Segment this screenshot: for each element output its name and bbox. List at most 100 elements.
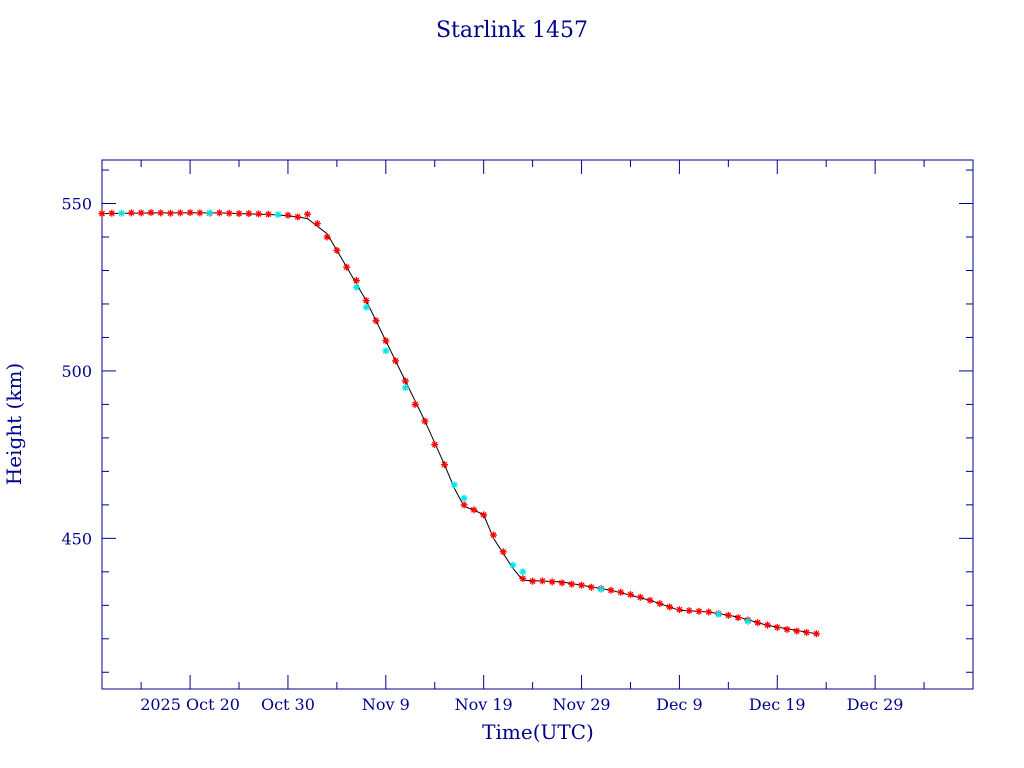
data-point (489, 531, 497, 539)
data-point (646, 596, 654, 604)
data-point (352, 283, 360, 291)
data-point (558, 579, 566, 587)
x-tick-label: Nov 9 (362, 695, 410, 714)
data-point (382, 347, 390, 355)
data-point (460, 494, 468, 502)
data-point (568, 580, 576, 588)
data-point (538, 577, 546, 585)
data-point (118, 209, 126, 217)
data-point (137, 209, 145, 217)
data-point (225, 209, 233, 217)
data-point (587, 583, 595, 591)
x-tick-labels: 2025 Oct 20 Oct 30 Nov 9 Nov 19 Nov 29 Dec 9 D… (140, 695, 903, 714)
data-point (529, 577, 537, 585)
data-point (763, 621, 771, 629)
data-point (372, 317, 380, 325)
data-point (127, 209, 135, 217)
x-tick-label: 2025 Oct 20 (140, 695, 240, 714)
data-point (206, 209, 214, 217)
data-point (333, 246, 341, 254)
data-point (362, 297, 370, 305)
data-point (724, 611, 732, 619)
data-point (685, 607, 693, 615)
x-tick-label: Nov 19 (455, 695, 513, 714)
data-point (392, 357, 400, 365)
x-tick-label: Dec 19 (749, 695, 806, 714)
data-point (352, 277, 360, 285)
x-tick-label: Oct 30 (261, 695, 315, 714)
data-point (431, 441, 439, 449)
data-point (695, 607, 703, 615)
data-point (773, 623, 781, 631)
data-point (264, 210, 272, 218)
plot-frame (101, 159, 974, 690)
data-point (98, 210, 106, 218)
data-point (147, 209, 155, 217)
y-tick-label: 550 (61, 195, 92, 214)
data-points (98, 209, 820, 638)
data-point (215, 209, 223, 217)
data-point (617, 588, 625, 596)
data-point (441, 461, 449, 469)
data-point (519, 575, 527, 583)
data-point (734, 614, 742, 622)
data-point (401, 377, 409, 385)
y-tick-labels: 550 500 450 (61, 195, 92, 549)
data-point (636, 593, 644, 601)
data-point (499, 548, 507, 556)
trajectory-line (101, 212, 817, 635)
data-point (157, 209, 165, 217)
data-point (362, 303, 370, 311)
y-tick-label: 450 (61, 529, 92, 548)
data-point (803, 628, 811, 636)
data-point (313, 220, 321, 228)
data-point (607, 586, 615, 594)
data-point (675, 606, 683, 614)
x-tick-label: Nov 29 (552, 695, 610, 714)
data-point (480, 511, 488, 519)
y-axis-label: Height (km) (2, 363, 26, 485)
x-tick-label: Dec 29 (847, 695, 904, 714)
data-point (715, 610, 723, 618)
data-point (666, 603, 674, 611)
data-point (597, 585, 605, 593)
data-point (793, 627, 801, 635)
x-axis-label: Time(UTC) (482, 720, 594, 744)
axis-ticks (102, 160, 974, 689)
data-point (705, 608, 713, 616)
data-point (401, 384, 409, 392)
data-point (460, 501, 468, 509)
data-point (235, 210, 243, 218)
data-point (754, 619, 762, 627)
data-point (450, 481, 458, 489)
data-point (294, 213, 302, 221)
data-point (108, 209, 116, 217)
data-point (470, 506, 478, 514)
chart-title: Starlink 1457 (436, 18, 588, 43)
data-point (304, 210, 312, 218)
data-point (812, 630, 820, 638)
data-point (626, 591, 634, 599)
data-point (323, 233, 331, 241)
data-point (783, 625, 791, 633)
y-tick-label: 500 (61, 362, 92, 381)
data-point (167, 209, 175, 217)
data-point (274, 211, 282, 219)
x-tick-label: Dec 9 (656, 695, 703, 714)
data-point (421, 417, 429, 425)
data-point (509, 561, 517, 569)
data-point (656, 600, 664, 608)
data-point (255, 210, 263, 218)
data-point (186, 209, 194, 217)
data-point (744, 617, 752, 625)
data-point (411, 400, 419, 408)
data-point (578, 581, 586, 589)
data-point (284, 211, 292, 219)
data-point (548, 578, 556, 586)
data-point (245, 210, 253, 218)
data-point (196, 209, 204, 217)
data-point (343, 263, 351, 271)
data-point (176, 209, 184, 217)
data-point (519, 568, 527, 576)
